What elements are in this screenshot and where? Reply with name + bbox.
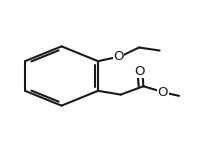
Text: O: O (135, 65, 145, 78)
Text: O: O (158, 86, 168, 98)
Text: O: O (113, 50, 124, 63)
